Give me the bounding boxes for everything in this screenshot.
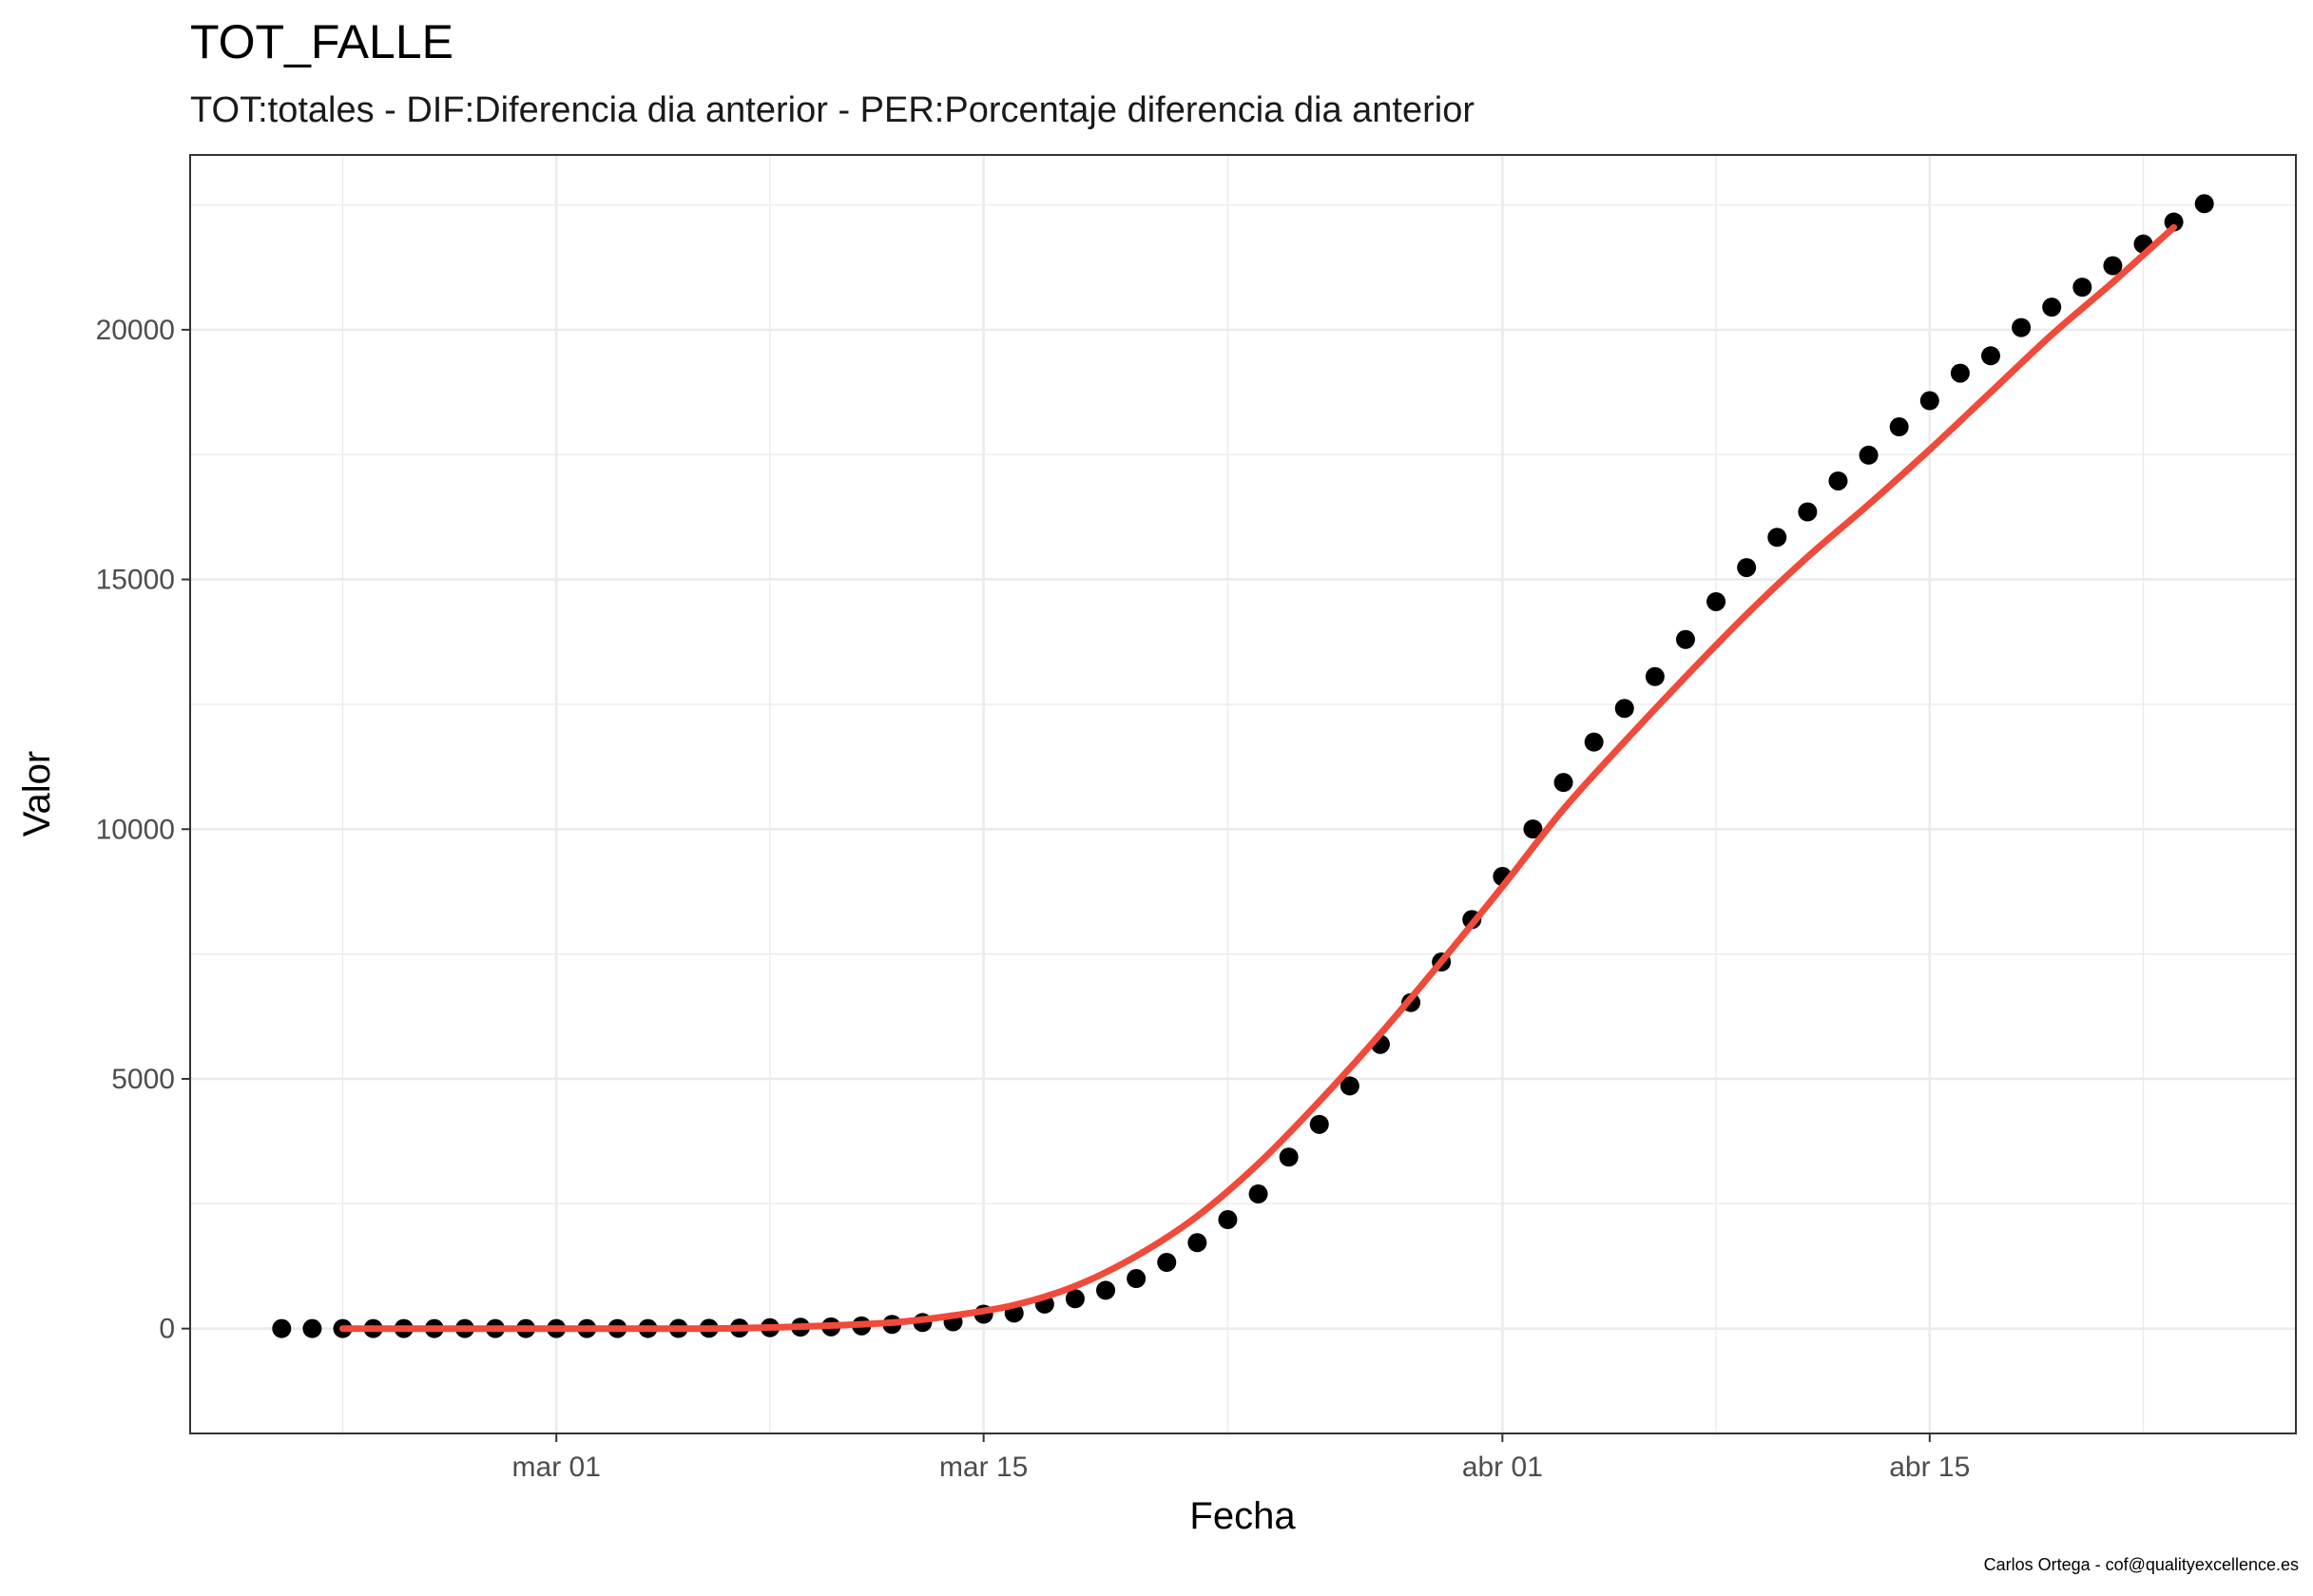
chart-subtitle: TOT:totales - DIF:Diferencia dia anterio… [190, 90, 1475, 130]
data-point [2012, 317, 2032, 337]
data-point [1584, 732, 1604, 752]
data-point [1706, 591, 1726, 611]
y-tick-label: 15000 [96, 565, 175, 596]
data-point [1737, 558, 1757, 578]
smooth-line [339, 223, 2178, 1333]
x-tick-label: abr 01 [1462, 1452, 1543, 1483]
data-point [1767, 528, 1787, 548]
data-point [1950, 363, 1970, 383]
y-axis-title: Valor [16, 751, 58, 836]
data-point [2072, 278, 2092, 298]
data-point [1248, 1184, 1268, 1204]
x-tick-label: mar 15 [939, 1452, 1028, 1483]
data-point [1218, 1210, 1238, 1230]
data-point [1157, 1253, 1177, 1273]
data-point [2103, 256, 2123, 276]
data-point [1065, 1289, 1085, 1309]
data-point [1675, 629, 1695, 649]
y-tick-label: 20000 [96, 315, 175, 346]
x-axis-title: Fecha [1189, 1495, 1296, 1537]
data-point [1889, 417, 1909, 437]
data-point [1859, 445, 1879, 465]
data-point [1309, 1114, 1329, 1134]
chart-caption: Carlos Ortega - cof@qualityexcellence.es [1984, 1555, 2299, 1574]
data-point [1340, 1076, 1359, 1096]
y-tick-label: 10000 [96, 814, 175, 845]
data-point [1614, 699, 1634, 719]
data-point [2194, 194, 2214, 214]
data-point [2042, 298, 2062, 317]
smooth-line-layer [339, 223, 2178, 1333]
y-tick-label: 5000 [111, 1064, 175, 1095]
data-point [272, 1318, 292, 1338]
data-point [1980, 346, 2000, 366]
data-point [1523, 819, 1543, 839]
data-point [1127, 1269, 1147, 1289]
data-point [1919, 391, 1939, 411]
axis-ticks: 0 5000 10000 15000 20000 mar 01 mar 15 abr 01 ab… [96, 315, 1971, 1483]
data-point [1553, 773, 1573, 793]
data-point [1798, 502, 1818, 522]
data-point [1096, 1280, 1116, 1300]
plot-panel-border [189, 154, 2297, 1434]
data-point [1645, 666, 1665, 686]
data-point [1828, 471, 1848, 490]
y-tick-label: 0 [159, 1314, 175, 1345]
chart-title: TOT_FALLE [190, 15, 453, 68]
data-point [1279, 1147, 1299, 1167]
data-point [1187, 1233, 1207, 1253]
x-tick-label: abr 15 [1889, 1452, 1970, 1483]
x-tick-label: mar 01 [512, 1452, 601, 1483]
data-point [302, 1318, 322, 1338]
data-point [2164, 212, 2184, 232]
plot-panel-background [190, 155, 2296, 1433]
